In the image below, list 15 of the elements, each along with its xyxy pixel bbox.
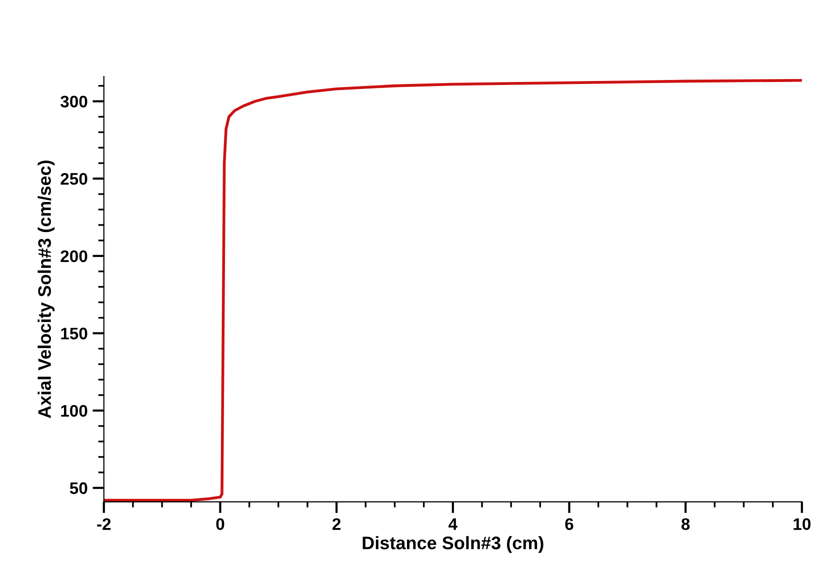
x-tick-label: 2 [332,518,341,530]
x-axis-title: Distance Soln#3 (cm) [362,536,544,553]
y-tick-label: 150 [61,328,88,340]
y-tick-label: 100 [61,404,88,417]
x-tick-label: 0 [216,518,224,530]
y-tick-label: 250 [60,173,88,185]
y-tick-label: 300 [60,96,88,108]
y-tick-label: 50 [70,482,88,494]
y-axis-title: Axial Velocity Soln#3 (cm/sec) [38,160,55,418]
x-tick-label: 4 [448,518,458,530]
x-tick-label: 8 [681,518,690,530]
x-tick-label: 10 [794,518,810,530]
y-tick-label: 200 [60,250,88,262]
x-tick-label: -2 [97,518,111,530]
x-tick-label: 6 [565,518,574,530]
